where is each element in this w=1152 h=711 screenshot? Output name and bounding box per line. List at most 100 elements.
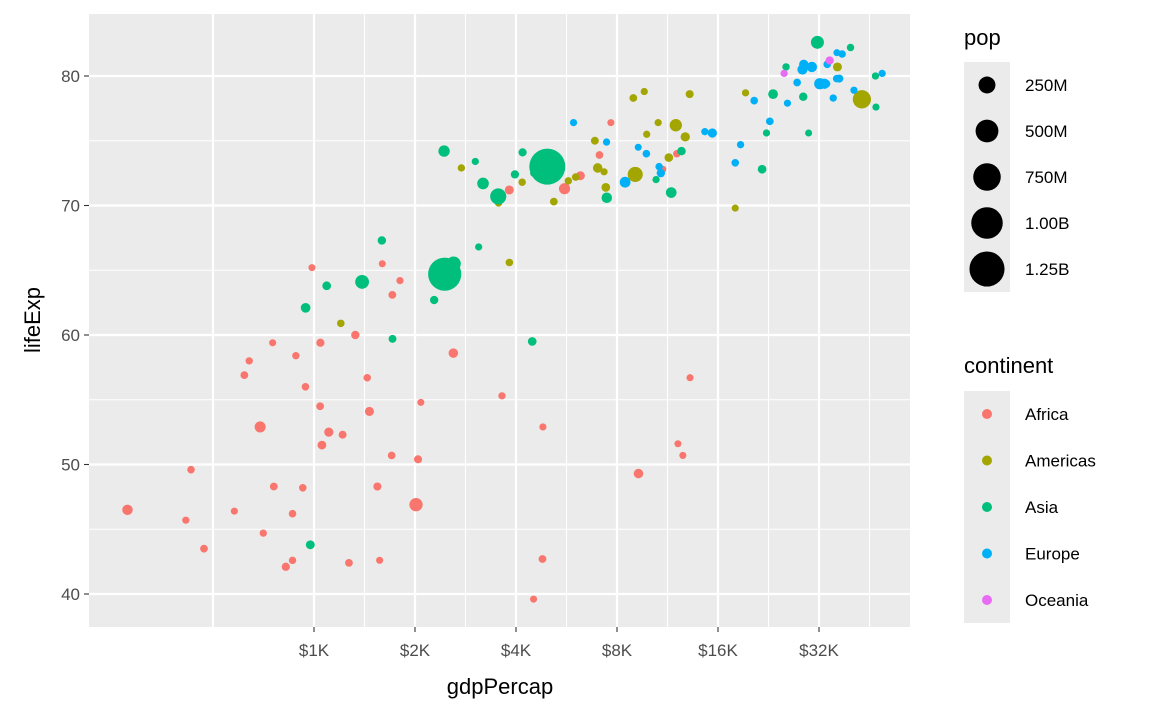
data-point-europe [619, 176, 631, 188]
color-legend-key-oceania [982, 595, 992, 605]
size-legend-key [973, 163, 1001, 191]
data-point-europe [731, 158, 740, 167]
data-point-americas [629, 94, 638, 102]
data-point-americas [627, 166, 643, 182]
data-point-americas [680, 132, 690, 142]
data-point-africa [281, 562, 290, 571]
data-point-africa [364, 406, 374, 416]
data-point-africa [448, 348, 459, 358]
x-tick-label: $1K [299, 641, 330, 660]
data-point-europe [642, 149, 651, 158]
data-point-africa [409, 497, 423, 512]
data-point-asia [475, 243, 483, 251]
data-point-africa [230, 507, 238, 515]
data-point-africa [674, 440, 682, 448]
data-point-africa [378, 260, 386, 268]
color-legend-title: continent [964, 353, 1053, 378]
data-point-africa [316, 338, 325, 347]
data-point-africa [259, 529, 267, 537]
x-tick-label: $8K [602, 641, 633, 660]
data-point-americas [664, 153, 674, 162]
data-point-asia [322, 281, 332, 291]
data-point-europe [838, 50, 846, 58]
data-point-asia [757, 164, 767, 174]
data-point-americas [601, 183, 611, 192]
data-point-americas [741, 89, 750, 97]
data-point-africa [539, 423, 547, 431]
data-point-asia [782, 63, 790, 71]
data-point-asia [355, 274, 369, 289]
size-legend-key [975, 119, 999, 143]
data-point-africa [254, 421, 266, 433]
data-point-asia [477, 177, 489, 190]
color-legend: continent Africa Americas Asia Europe Oceani… [964, 353, 1096, 623]
data-point-europe [878, 69, 886, 78]
data-point-africa [558, 183, 571, 195]
data-point-africa [345, 559, 353, 567]
color-legend-label: Africa [1025, 405, 1069, 424]
data-point-europe [569, 119, 578, 127]
data-point-europe [634, 143, 642, 151]
data-point-asia [768, 89, 778, 100]
data-point-africa [269, 339, 277, 347]
data-point-europe [750, 96, 759, 105]
data-point-americas [564, 177, 573, 185]
data-point-africa [413, 455, 423, 464]
color-legend-key-africa [982, 409, 992, 419]
data-point-africa [122, 504, 133, 516]
data-point-europe [819, 78, 830, 89]
data-point-asia [677, 146, 686, 156]
data-point-europe [850, 86, 858, 94]
data-point-europe [799, 59, 809, 70]
size-legend: pop 250M 500M 750M 1.00B 1.25B [964, 25, 1069, 292]
x-tick-label: $16K [698, 641, 738, 660]
data-point-africa [595, 151, 604, 159]
data-point-oceania [825, 56, 834, 65]
data-point-asia [872, 103, 880, 111]
data-point-africa [376, 556, 384, 564]
y-tick-label: 80 [61, 67, 80, 86]
data-point-europe [656, 168, 666, 178]
data-point-europe [806, 61, 818, 73]
data-point-asia [762, 129, 771, 137]
color-legend-key-asia [982, 502, 992, 512]
data-point-africa [396, 277, 404, 285]
data-point-europe [783, 99, 792, 107]
data-point-africa [288, 556, 297, 565]
data-point-europe [701, 128, 709, 136]
data-point-asia [846, 43, 855, 52]
x-tick-label: $4K [501, 641, 532, 660]
data-point-asia [810, 35, 824, 49]
data-point-asia [799, 92, 808, 101]
data-point-americas [592, 163, 603, 173]
grid-lines [89, 14, 910, 627]
data-point-asia [377, 236, 387, 245]
data-point-americas [669, 119, 682, 132]
data-point-africa [686, 374, 694, 382]
data-point-americas [731, 204, 739, 212]
data-point-asia [510, 170, 520, 179]
data-point-asia [490, 188, 507, 205]
data-point-africa [679, 451, 687, 459]
x-tick-label: $32K [799, 641, 839, 660]
data-point-asia [438, 145, 450, 157]
data-point-asia [601, 192, 613, 203]
data-point-africa [299, 484, 307, 492]
color-legend-key-americas [982, 455, 992, 466]
data-point-africa [504, 185, 514, 195]
data-point-americas [518, 178, 526, 186]
data-point-europe [736, 140, 745, 149]
data-point-africa [498, 392, 506, 400]
data-point-europe [793, 78, 801, 87]
data-point-americas [590, 136, 599, 145]
size-legend-label: 750M [1025, 168, 1068, 187]
data-point-africa [324, 427, 334, 437]
data-point-americas [640, 87, 648, 96]
size-legend-label: 500M [1025, 122, 1068, 141]
y-tick-label: 60 [61, 326, 80, 345]
data-point-asia [652, 175, 660, 184]
data-point-africa [538, 555, 547, 563]
data-point-africa [240, 371, 249, 380]
data-point-americas [600, 168, 608, 176]
